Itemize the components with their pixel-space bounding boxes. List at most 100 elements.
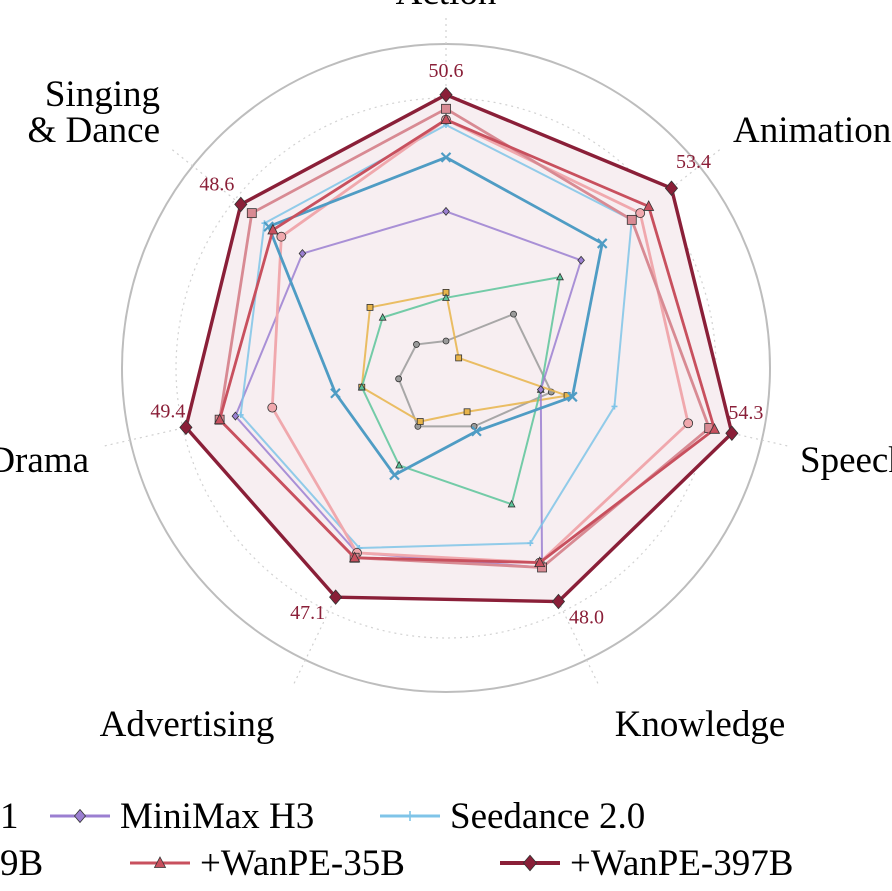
series-layer	[179, 86, 739, 610]
legend-item-3: 9B	[0, 843, 43, 884]
data-point-s5-2	[683, 418, 694, 429]
data-point-s3-0	[442, 206, 450, 216]
data-point-s6-1	[596, 238, 608, 249]
series-line-5	[270, 118, 690, 565]
data-point-s8-0	[440, 113, 452, 125]
top-series-fill	[185, 94, 732, 602]
legend-marker-2	[405, 811, 415, 821]
data-point-s6-4	[389, 469, 400, 481]
data-point-s5-6	[276, 231, 287, 242]
series-8	[214, 113, 721, 568]
data-point-s8-2	[708, 423, 721, 434]
data-point-s1-3	[463, 408, 471, 416]
axis-label-speech: Speech	[800, 440, 892, 481]
data-point-s5-5	[267, 402, 278, 413]
peak-value-labels: 50.6 53.4 54.3 48.0 47.1 49.4 48.6	[150, 60, 763, 629]
data-point-s2-6	[378, 313, 387, 321]
data-point-s7-1	[626, 214, 637, 225]
data-point-s3-5	[231, 411, 240, 421]
data-point-s9-1	[664, 180, 679, 196]
data-point-s8-3	[534, 556, 546, 568]
legend-marker-5	[522, 854, 538, 872]
axis-spoke-6	[169, 147, 447, 369]
data-point-s5-1	[635, 208, 646, 219]
data-point-s7-6	[246, 208, 257, 219]
axis-label-animation: Animation	[733, 110, 891, 151]
peak-label-0: 50.6	[429, 60, 464, 82]
data-point-s6-0	[440, 152, 452, 163]
legend-text-2: Seedance 2.0	[450, 796, 645, 837]
peak-label-4: 47.1	[290, 602, 325, 624]
series-line-2	[360, 276, 561, 506]
peak-label-1: 53.4	[676, 151, 711, 173]
peak-label-3: 48.0	[569, 607, 604, 629]
peak-label-5: 49.4	[150, 400, 185, 422]
series-line-0	[397, 313, 553, 428]
data-point-s9-5	[179, 419, 193, 436]
legend-item-2: Seedance 2.0	[380, 796, 645, 837]
axis-label-advertising: Advertising	[100, 704, 275, 745]
data-point-s3-6	[298, 249, 307, 259]
axis-label-knowledge: Knowledge	[615, 704, 786, 745]
series-6	[263, 152, 608, 481]
data-point-s3-2	[536, 385, 545, 395]
data-point-s8-1	[643, 200, 655, 211]
data-point-s8-5	[214, 413, 226, 425]
data-point-s2-3	[507, 499, 516, 508]
series-line-8	[218, 118, 716, 565]
legend-text-1: MiniMax H3	[120, 796, 314, 837]
legend-item-4: +WanPE-35B	[130, 843, 405, 884]
axis-spoke-3	[445, 367, 600, 687]
series-line-1	[360, 291, 569, 423]
axis-spoke-4	[292, 367, 447, 687]
data-point-s8-4	[349, 551, 361, 563]
data-point-s6-5	[330, 387, 341, 399]
data-point-s6-2	[567, 391, 578, 403]
axis-label-drama: Drama	[0, 440, 89, 481]
data-point-s0-6	[413, 341, 420, 348]
data-point-s3-1	[577, 255, 585, 265]
data-point-s0-0	[442, 337, 450, 345]
peak-label-6: 48.6	[199, 173, 234, 195]
legend-text-4: +WanPE-35B	[200, 843, 405, 884]
data-point-s8-6	[267, 223, 279, 235]
series-line-6	[267, 155, 604, 477]
data-point-s2-1	[556, 272, 564, 281]
axis-spoke-1	[445, 147, 723, 369]
data-point-s0-5	[395, 375, 403, 383]
data-point-s4-5	[237, 411, 244, 418]
legend-item-0: 1	[0, 796, 19, 837]
data-point-s0-1	[510, 310, 517, 318]
axis-labels: Action Animation Speech Knowledge Advert…	[0, 0, 892, 745]
legend: 1 MiniMax H3 Seedance 2.0 9B +WanPE-35B +WanP…	[0, 796, 793, 884]
data-point-s1-4	[416, 418, 424, 425]
data-point-s1-6	[366, 303, 374, 311]
data-point-s9-2	[725, 425, 739, 442]
axis-label-singing-dance-line1: Singing	[45, 74, 160, 115]
peak-label-2: 54.3	[728, 402, 763, 424]
axis-label-singing-dance-line2: & Dance	[27, 110, 160, 151]
series-line-7	[218, 107, 711, 569]
data-point-s9-6	[234, 196, 248, 213]
legend-text-0: 1	[0, 796, 19, 837]
legend-marker-4	[153, 856, 167, 868]
axis-label-action: Action	[396, 0, 497, 13]
legend-item-5: +WanPE-397B	[500, 843, 793, 884]
legend-text-5: +WanPE-397B	[570, 843, 793, 884]
series-9	[179, 86, 739, 610]
data-point-s2-0	[442, 293, 450, 301]
data-point-s2-5	[357, 382, 366, 391]
data-point-s6-3	[471, 425, 482, 437]
data-point-s1-1	[455, 354, 463, 362]
data-point-s7-0	[441, 103, 451, 114]
data-point-s9-3	[551, 593, 566, 610]
axis-spoke-5	[101, 367, 447, 448]
data-point-s9-0	[439, 86, 453, 103]
legend-text-3: 9B	[0, 843, 43, 884]
series-line-9	[184, 93, 734, 604]
data-point-s4-2	[611, 403, 618, 410]
legend-marker-1	[73, 808, 87, 824]
data-point-s9-4	[329, 589, 343, 605]
legend-item-1: MiniMax H3	[50, 796, 314, 837]
